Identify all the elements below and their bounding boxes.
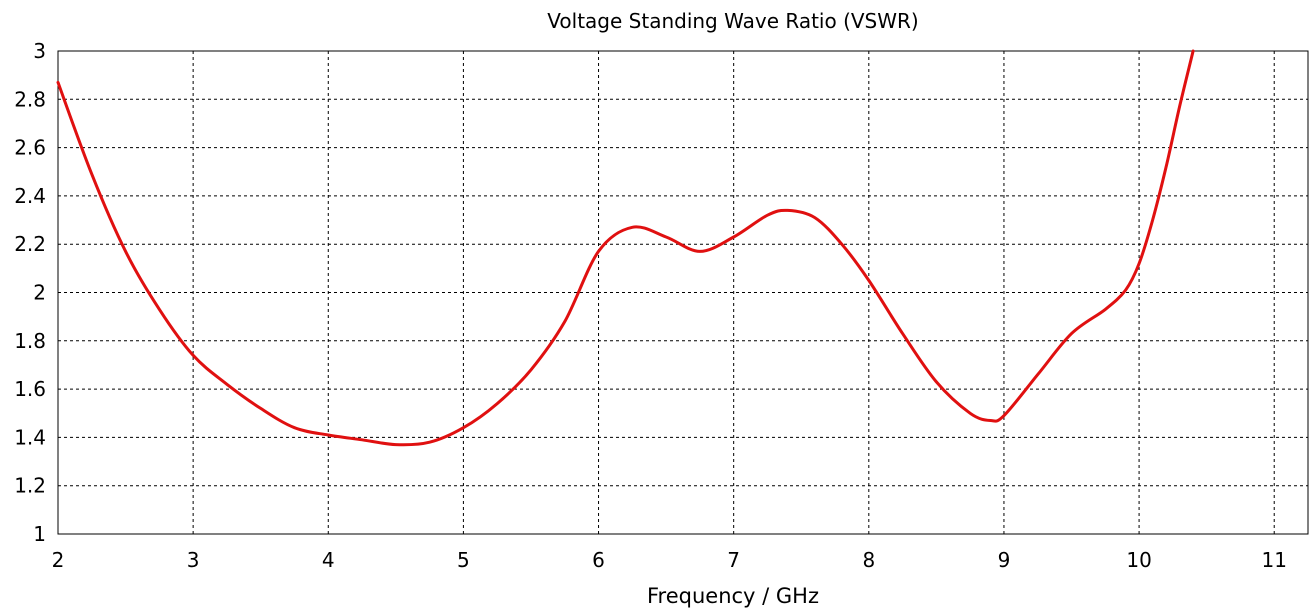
y-tick-labels: 1 1.2 1.4 1.6 1.8 2 2.2 2.4 2.6 2.8 3	[14, 39, 46, 546]
y-tick-label: 2.2	[14, 232, 46, 256]
x-tick-labels: 2 3 4 5 6 7 8 9 10 11	[52, 548, 1287, 572]
y-tick-label: 1	[33, 522, 46, 546]
x-tick-label: 9	[998, 548, 1011, 572]
y-tick-label: 1.6	[14, 377, 46, 401]
x-tick-label: 2	[52, 548, 65, 572]
vswr-series-line	[56, 49, 1195, 447]
x-tick-label: 3	[187, 548, 200, 572]
x-tick-label: 10	[1126, 548, 1151, 572]
x-tick-label: 11	[1261, 548, 1286, 572]
plot-frame	[57, 50, 1309, 535]
chart-title: Voltage Standing Wave Ratio (VSWR)	[547, 9, 918, 33]
y-tick-label: 1.2	[14, 474, 46, 498]
y-tick-label: 2.6	[14, 136, 46, 160]
x-tick-label: 7	[727, 548, 740, 572]
y-tick-label: 1.8	[14, 329, 46, 353]
x-tick-label: 6	[592, 548, 605, 572]
y-tick-label: 2	[33, 281, 46, 305]
x-tick-label: 5	[457, 548, 470, 572]
grid-lines	[58, 51, 1308, 534]
y-tick-label: 3	[33, 39, 46, 63]
y-tick-label: 2.4	[14, 184, 46, 208]
y-tick-label: 2.8	[14, 87, 46, 111]
x-tick-label: 4	[322, 548, 335, 572]
x-axis-label: Frequency / GHz	[647, 584, 819, 608]
x-tick-label: 8	[862, 548, 875, 572]
y-tick-label: 1.4	[14, 425, 46, 449]
